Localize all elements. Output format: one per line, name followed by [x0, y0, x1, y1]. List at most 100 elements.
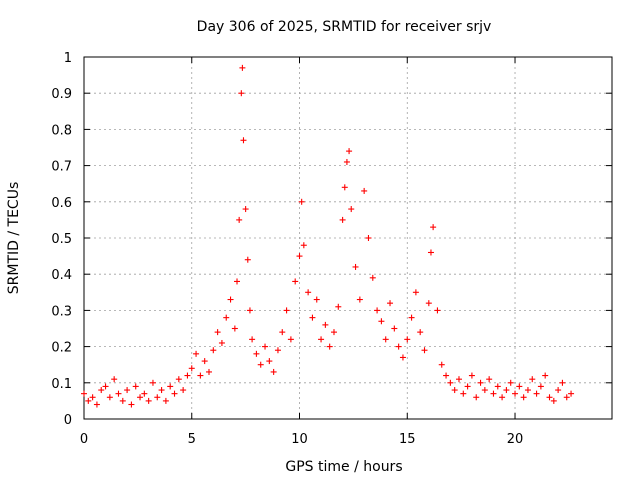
data-point [132, 383, 139, 390]
data-point [240, 137, 247, 144]
data-point [417, 329, 424, 336]
data-point [408, 314, 415, 321]
data-point [85, 397, 92, 404]
data-point [369, 274, 376, 281]
data-point [395, 343, 402, 350]
data-point [167, 383, 174, 390]
data-point [119, 397, 126, 404]
y-tick-label: 0.8 [51, 123, 72, 138]
x-tick-label: 10 [291, 432, 308, 447]
data-points [81, 64, 575, 408]
data-point [507, 379, 514, 386]
data-point [542, 372, 549, 379]
data-point [98, 387, 105, 394]
data-point [503, 387, 510, 394]
data-point [145, 397, 152, 404]
data-point [231, 325, 238, 332]
data-point [499, 394, 506, 401]
data-point [339, 216, 346, 223]
data-point [274, 347, 281, 354]
data-point [438, 361, 445, 368]
data-point [356, 296, 363, 303]
y-tick-label: 0.1 [51, 377, 72, 392]
data-point [257, 361, 264, 368]
data-point [149, 379, 156, 386]
data-point [171, 390, 178, 397]
data-point [283, 307, 290, 314]
data-point [524, 387, 531, 394]
data-point [115, 390, 122, 397]
data-point [330, 329, 337, 336]
y-tick-label: 0.4 [51, 268, 72, 283]
data-point [443, 372, 450, 379]
tick-labels: 00.10.20.30.40.50.60.70.80.910 5 10 15 20 [51, 51, 523, 447]
x-tick-label: 5 [188, 432, 196, 447]
data-point [205, 368, 212, 375]
data-point [529, 376, 536, 383]
data-point [512, 390, 519, 397]
data-point [305, 289, 312, 296]
y-tick-label: 0.7 [51, 160, 72, 175]
data-point [234, 278, 241, 285]
data-point [451, 387, 458, 394]
data-point [296, 253, 303, 260]
data-point [227, 296, 234, 303]
y-tick-label: 0.3 [51, 304, 72, 319]
data-point [137, 394, 144, 401]
data-point [287, 336, 294, 343]
data-point [477, 379, 484, 386]
data-point [546, 394, 553, 401]
data-point [568, 390, 575, 397]
data-point [460, 390, 467, 397]
data-point [341, 184, 348, 191]
y-tick-label: 0.6 [51, 196, 72, 211]
data-point [550, 397, 557, 404]
data-point [343, 158, 350, 165]
data-point [404, 336, 411, 343]
data-point [399, 354, 406, 361]
data-point [298, 198, 305, 205]
data-point [516, 383, 523, 390]
data-point [279, 329, 286, 336]
data-point [158, 387, 165, 394]
x-tick-label: 20 [507, 432, 524, 447]
data-point [520, 394, 527, 401]
data-point [326, 343, 333, 350]
data-point [430, 224, 437, 231]
data-point [210, 347, 217, 354]
data-point [322, 321, 329, 328]
data-point [473, 394, 480, 401]
data-point [162, 397, 169, 404]
data-point [468, 372, 475, 379]
data-point [421, 347, 428, 354]
y-tick-label: 0.2 [51, 341, 72, 356]
x-tick-label: 15 [399, 432, 416, 447]
data-point [244, 256, 251, 263]
data-point [128, 401, 135, 408]
data-point [292, 278, 299, 285]
data-point [348, 206, 355, 213]
data-point [309, 314, 316, 321]
data-point [412, 289, 419, 296]
data-point [111, 376, 118, 383]
data-point [242, 206, 249, 213]
data-point [89, 394, 96, 401]
data-point [318, 336, 325, 343]
data-point [184, 372, 191, 379]
data-point [346, 148, 353, 155]
data-point [455, 376, 462, 383]
data-point [361, 187, 368, 194]
y-tick-label: 0.9 [51, 87, 72, 102]
data-point [81, 390, 87, 397]
y-tick-label: 1 [64, 51, 72, 66]
data-point [102, 383, 109, 390]
data-point [490, 390, 497, 397]
plot-frame [83, 56, 613, 420]
data-point [236, 216, 243, 223]
data-point [352, 263, 359, 270]
data-point [486, 376, 493, 383]
data-point [537, 383, 544, 390]
data-point [481, 387, 488, 394]
chart-title: Day 306 of 2025, SRMTID for receiver srj… [197, 19, 492, 35]
